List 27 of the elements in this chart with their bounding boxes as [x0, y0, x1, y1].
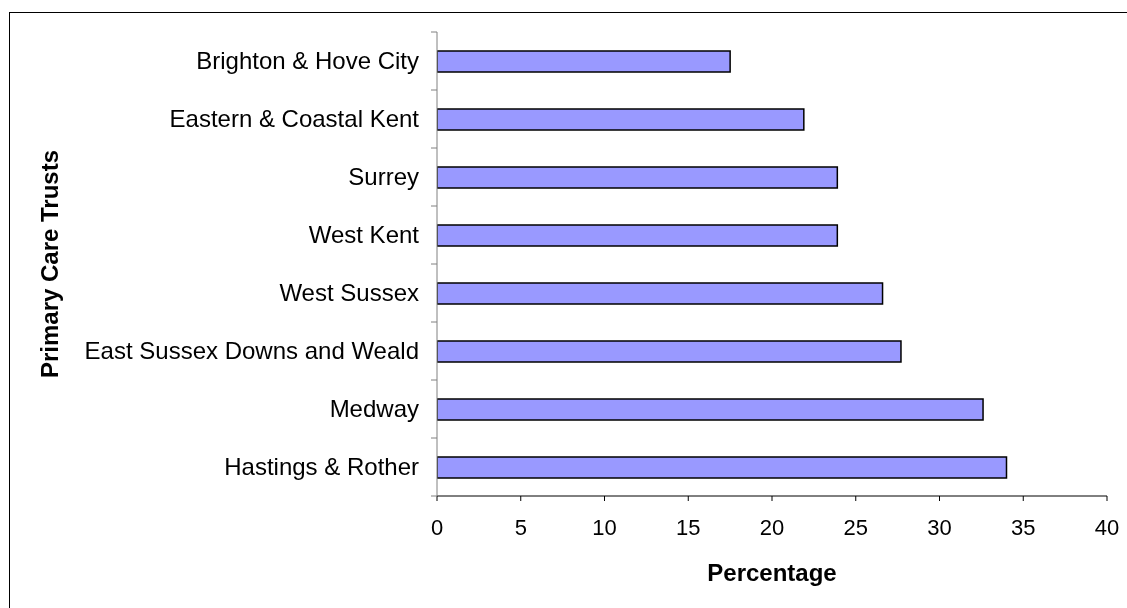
x-tick-label: 5	[514, 514, 527, 540]
x-tick-label: 25	[843, 514, 868, 540]
x-tick-label: 15	[676, 514, 701, 540]
y-tick-label: Surrey	[348, 163, 419, 191]
y-tick-label: Eastern & Coastal Kent	[169, 105, 420, 133]
y-tick-label: West Kent	[308, 221, 420, 249]
bar	[437, 224, 839, 247]
x-tick-label: 40	[1094, 514, 1120, 540]
y-tick-label: Brighton & Hove City	[196, 47, 419, 75]
bar	[437, 108, 805, 131]
bar	[437, 50, 731, 73]
y-tick-label: West Sussex	[279, 279, 419, 307]
bar	[437, 398, 984, 421]
y-tick-label: East Sussex Downs and Weald	[84, 337, 419, 365]
x-tick-label: 35	[1011, 514, 1036, 540]
y-tick-label: Hastings & Rother	[224, 453, 419, 481]
bar	[437, 456, 1008, 479]
x-tick-label: 20	[759, 514, 785, 540]
y-tick-label: Medway	[329, 395, 419, 423]
bar	[437, 340, 902, 363]
x-tick-label: 0	[430, 514, 444, 540]
y-axis-title: Primary Care Trusts	[36, 149, 64, 379]
x-tick-label: 10	[592, 514, 617, 540]
bar	[437, 166, 839, 189]
bar	[437, 282, 884, 305]
x-tick-label: 30	[927, 514, 952, 540]
x-axis-title: Percentage	[707, 559, 837, 587]
